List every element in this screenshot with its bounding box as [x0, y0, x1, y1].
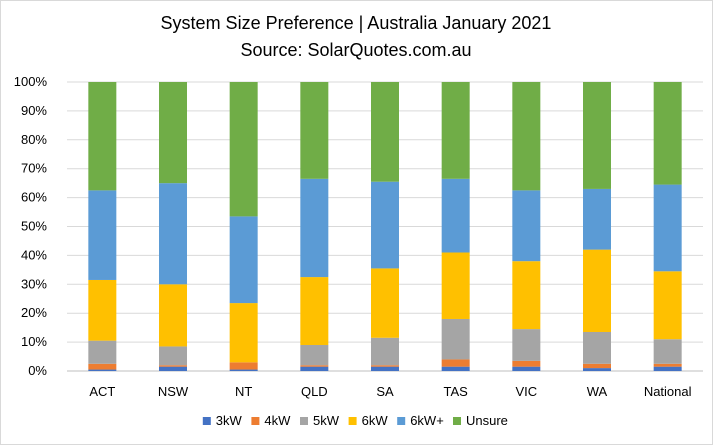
- x-tick-label: NSW: [158, 384, 189, 399]
- bar-segment: [653, 339, 682, 364]
- chart-subtitle: Source: SolarQuotes.com.au: [240, 40, 471, 60]
- bar-segment: [371, 366, 399, 371]
- bar-segment: [512, 82, 541, 191]
- bar-segment: [300, 344, 329, 366]
- bar-segment: [512, 366, 541, 371]
- y-axis-ticks: 0% 10% 20% 30% 40% 50% 60% 70% 80% 90% 100%: [14, 74, 48, 378]
- bar-segment: [441, 82, 470, 179]
- bar-segment: [229, 82, 258, 217]
- bar-segment: [300, 277, 329, 345]
- bar-segment: [371, 268, 399, 338]
- bar-segment: [88, 369, 117, 371]
- bar-segment: [159, 365, 187, 367]
- bar-segment: [159, 366, 187, 371]
- legend-label: 4kW: [264, 413, 291, 428]
- bar-segment: [441, 178, 470, 253]
- bar-segment: [583, 331, 611, 364]
- bar-segment: [229, 369, 258, 371]
- legend-swatch: [453, 417, 461, 425]
- bar-segment: [583, 188, 611, 250]
- legend-swatch: [300, 417, 308, 425]
- bar-segment: [653, 82, 682, 185]
- x-tick-label: ACT: [89, 384, 115, 399]
- y-tick-label: 100%: [14, 74, 48, 89]
- bar-segment: [159, 284, 187, 347]
- bar-segment: [229, 216, 258, 304]
- bar-segment: [300, 366, 329, 371]
- legend-label: 3kW: [216, 413, 243, 428]
- bar-segment: [583, 363, 611, 369]
- bar-segment: [300, 178, 329, 278]
- bar-segment: [441, 359, 470, 367]
- legend-swatch: [348, 417, 357, 425]
- y-tick-label: 50%: [21, 219, 47, 234]
- bar-segment: [583, 82, 611, 189]
- bar-segment: [159, 82, 187, 184]
- x-tick-label: QLD: [301, 384, 328, 399]
- chart-title: System Size Preference | Australia Janua…: [161, 13, 552, 33]
- legend: 3kW 4kW 5kW 6kW 6kW+ Unsure: [202, 413, 508, 428]
- bar-segment: [441, 318, 470, 360]
- x-tick-label: SA: [376, 384, 394, 399]
- legend-swatch: [202, 417, 211, 425]
- bar-segment: [300, 365, 329, 367]
- bar-segment: [88, 279, 117, 341]
- bar-segment: [159, 183, 187, 285]
- bar-segment: [653, 271, 682, 340]
- bar-segment: [371, 337, 399, 366]
- bar-segment: [653, 184, 682, 272]
- x-tick-label: WA: [587, 384, 608, 399]
- legend-swatch: [397, 417, 406, 425]
- y-tick-label: 20%: [21, 305, 47, 320]
- y-tick-label: 80%: [21, 132, 47, 147]
- bar-segment: [229, 362, 258, 370]
- y-tick-label: 40%: [21, 247, 47, 262]
- bar-segment: [441, 366, 470, 371]
- x-tick-label: NT: [235, 384, 252, 399]
- y-tick-label: 30%: [21, 276, 47, 291]
- bar-segment: [512, 360, 541, 367]
- x-tick-label: National: [644, 384, 692, 399]
- bar-segment: [229, 303, 258, 363]
- legend-label: 6kW+: [410, 413, 444, 428]
- bar-segment: [512, 190, 541, 262]
- bar-segment: [512, 329, 541, 361]
- bar-segment: [371, 181, 399, 269]
- bar-segment: [88, 363, 117, 370]
- y-tick-label: 10%: [21, 334, 47, 349]
- x-tick-label: TAS: [444, 384, 469, 399]
- bar-segment: [371, 365, 399, 367]
- bar-segment: [653, 363, 682, 367]
- bar-segment: [583, 249, 611, 332]
- bar-segment: [88, 190, 117, 280]
- legend-swatch: [251, 417, 260, 425]
- legend-label: Unsure: [466, 413, 508, 428]
- y-tick-label: 60%: [21, 190, 47, 205]
- bar-segment: [88, 82, 117, 191]
- bar-segment: [512, 261, 541, 330]
- bar-segment: [441, 252, 470, 319]
- bar-segment: [88, 340, 117, 364]
- y-tick-label: 90%: [21, 103, 47, 118]
- legend-label: 6kW: [362, 413, 389, 428]
- bar-segment: [159, 346, 187, 366]
- x-axis-ticks: ACT NSW NT QLD SA TAS VIC WA National: [89, 384, 691, 399]
- y-tick-label: 70%: [21, 161, 47, 176]
- bar-segment: [583, 368, 611, 371]
- x-tick-label: VIC: [515, 384, 537, 399]
- bar-segment: [653, 366, 682, 371]
- bar-segment: [371, 82, 399, 182]
- bar-segment: [300, 82, 329, 179]
- legend-label: 5kW: [313, 413, 340, 428]
- y-tick-label: 0%: [28, 363, 47, 378]
- bars: [88, 82, 682, 371]
